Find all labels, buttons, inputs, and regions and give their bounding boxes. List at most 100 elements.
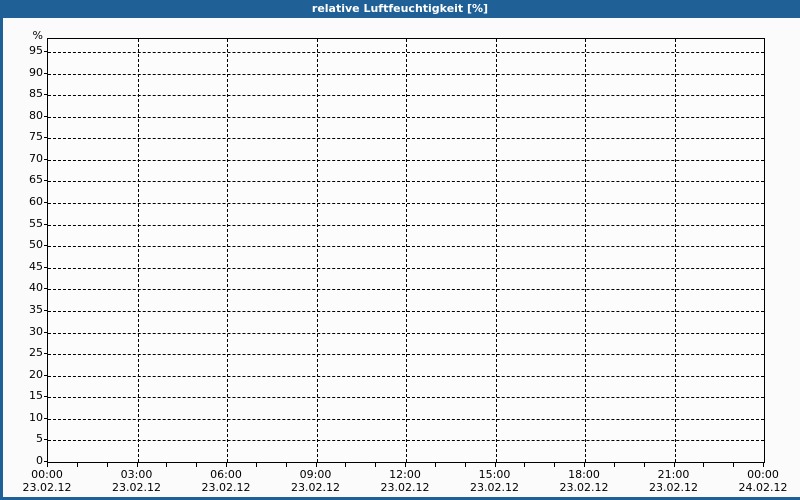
y-axis-tick-label: 55 xyxy=(29,216,43,230)
y-axis-tick-mark xyxy=(44,288,48,290)
x-axis-tick-mark xyxy=(136,462,138,467)
x-axis-tick-date: 23.02.12 xyxy=(380,481,430,494)
x-axis-tick-label: 00:00 23.02.12 xyxy=(7,468,87,494)
x-axis-tick-date: 24.02.12 xyxy=(738,481,788,494)
y-axis-tick-label: 95 xyxy=(29,43,43,57)
y-axis-tick-label: 80 xyxy=(29,108,43,122)
y-axis-tick-mark xyxy=(44,137,48,139)
y-axis-tick-label: 75 xyxy=(29,130,43,144)
y-axis-tick-mark xyxy=(44,331,48,333)
y-axis-unit-label: % xyxy=(32,28,43,42)
x-axis-tick-label: 03:00 23.02.12 xyxy=(97,468,177,494)
x-axis-tick-date: 23.02.12 xyxy=(201,481,251,494)
vertical-gridline xyxy=(585,39,586,462)
x-axis-tick-mark xyxy=(733,462,735,467)
x-axis-tick-mark xyxy=(434,462,436,467)
x-axis-tick-label: 00:00 24.02.12 xyxy=(723,468,800,494)
x-axis-tick-mark xyxy=(464,462,466,467)
x-axis-tick-mark xyxy=(643,462,645,467)
x-axis-tick-mark xyxy=(106,462,108,467)
x-axis-tick-time: 03:00 xyxy=(120,468,153,481)
y-axis-tick-mark xyxy=(44,417,48,419)
y-axis-tick-label: 85 xyxy=(29,87,43,101)
y-axis-tick-mark xyxy=(44,180,48,182)
x-axis-tick-time: 00:00 xyxy=(747,468,779,481)
x-axis-tick-mark xyxy=(673,462,675,467)
x-axis-tick-time: 09:00 xyxy=(299,468,332,481)
x-axis-tick-date: 23.02.12 xyxy=(112,481,161,494)
y-axis-tick-mark xyxy=(44,309,48,311)
y-axis-tick-label: 40 xyxy=(29,281,43,295)
y-axis-tick-mark xyxy=(44,396,48,398)
x-axis-tick-date: 23.02.12 xyxy=(291,481,340,494)
y-axis-tick-mark xyxy=(44,245,48,247)
vertical-gridline xyxy=(227,39,228,462)
vertical-gridline xyxy=(406,39,407,462)
y-axis-tick-label: 35 xyxy=(29,302,43,316)
y-axis-tick-label: 5 xyxy=(36,432,43,446)
y-axis-tick-mark xyxy=(44,439,48,441)
x-axis-tick-label: 18:00 23.02.12 xyxy=(544,468,624,494)
x-axis-tick-mark xyxy=(255,462,257,467)
x-axis-tick-time: 12:00 xyxy=(389,468,421,481)
x-axis-tick-mark xyxy=(524,462,526,467)
vertical-gridline xyxy=(316,39,318,462)
y-axis-tick-label: 20 xyxy=(29,367,43,381)
x-axis-tick-mark xyxy=(763,462,764,467)
y-axis-tick-label: 70 xyxy=(29,151,43,165)
x-axis-tick-date: 23.02.12 xyxy=(22,481,72,494)
plot-area xyxy=(47,38,765,463)
y-axis-tick-label: 50 xyxy=(29,238,43,252)
y-axis-tick-mark xyxy=(44,353,48,355)
x-axis-tick-mark xyxy=(315,462,317,467)
x-axis-tick-time: 15:00 xyxy=(478,468,511,481)
y-axis-tick-label: 90 xyxy=(29,65,43,79)
y-axis-tick-mark xyxy=(44,158,48,160)
x-axis-tick-label: 09:00 23.02.12 xyxy=(276,468,356,494)
x-axis-tick-mark xyxy=(345,462,347,467)
x-axis-tick-mark xyxy=(76,462,78,467)
y-axis-tick-label: 15 xyxy=(29,389,43,403)
x-axis-tick-mark xyxy=(166,462,168,467)
y-axis-tick-label: 60 xyxy=(29,195,43,209)
window-title-bar: relative Luftfeuchtigkeit [%] xyxy=(3,0,800,18)
x-axis-tick-date: 23.02.12 xyxy=(559,481,609,494)
y-axis-label-group: % 95 90 85 80 75 70 65 60 55 50 45 40 35 30 25 20 15 10 5 0 xyxy=(3,0,43,497)
x-axis-tick-mark xyxy=(47,462,48,467)
x-axis-tick-mark xyxy=(285,462,287,467)
vertical-gridline xyxy=(674,39,676,462)
y-axis-tick-label: 10 xyxy=(29,410,43,424)
x-axis-tick-time: 18:00 xyxy=(568,468,600,481)
y-axis-tick-label: 25 xyxy=(29,346,43,360)
x-axis-tick-label: 15:00 23.02.12 xyxy=(455,468,535,494)
y-axis-tick-mark xyxy=(44,374,48,376)
y-axis-tick-label: 0 xyxy=(36,454,43,467)
x-axis-tick-mark xyxy=(703,462,705,467)
x-axis-tick-mark xyxy=(554,462,556,467)
y-axis-tick-mark xyxy=(44,50,48,52)
y-axis-tick-mark xyxy=(44,461,48,462)
x-axis-tick-mark xyxy=(613,462,615,467)
y-axis-tick-label: 45 xyxy=(29,259,43,273)
vertical-gridline xyxy=(495,39,497,462)
x-axis-tick-label: 06:00 23.02.12 xyxy=(186,468,266,494)
x-axis-tick-time: 21:00 xyxy=(657,468,690,481)
y-axis-tick-label: 65 xyxy=(29,173,43,187)
y-axis-tick-mark xyxy=(44,266,48,268)
x-axis-tick-date: 23.02.12 xyxy=(649,481,698,494)
y-axis-tick-mark xyxy=(44,223,48,225)
x-axis-tick-date: 23.02.12 xyxy=(470,481,519,494)
y-axis-tick-mark xyxy=(44,115,48,117)
x-axis-tick-mark xyxy=(494,462,496,467)
y-axis-tick-mark xyxy=(44,94,48,96)
x-axis-tick-mark xyxy=(375,462,377,467)
x-axis-tick-label: 12:00 23.02.12 xyxy=(365,468,445,494)
x-axis-tick-mark xyxy=(226,462,227,467)
x-axis-tick-time: 06:00 xyxy=(210,468,242,481)
page-title: relative Luftfeuchtigkeit [%] xyxy=(311,2,489,15)
y-axis-tick-mark xyxy=(44,202,48,204)
x-axis-tick-mark xyxy=(196,462,198,467)
x-axis-tick-mark xyxy=(405,462,406,467)
vertical-gridline xyxy=(137,39,139,462)
